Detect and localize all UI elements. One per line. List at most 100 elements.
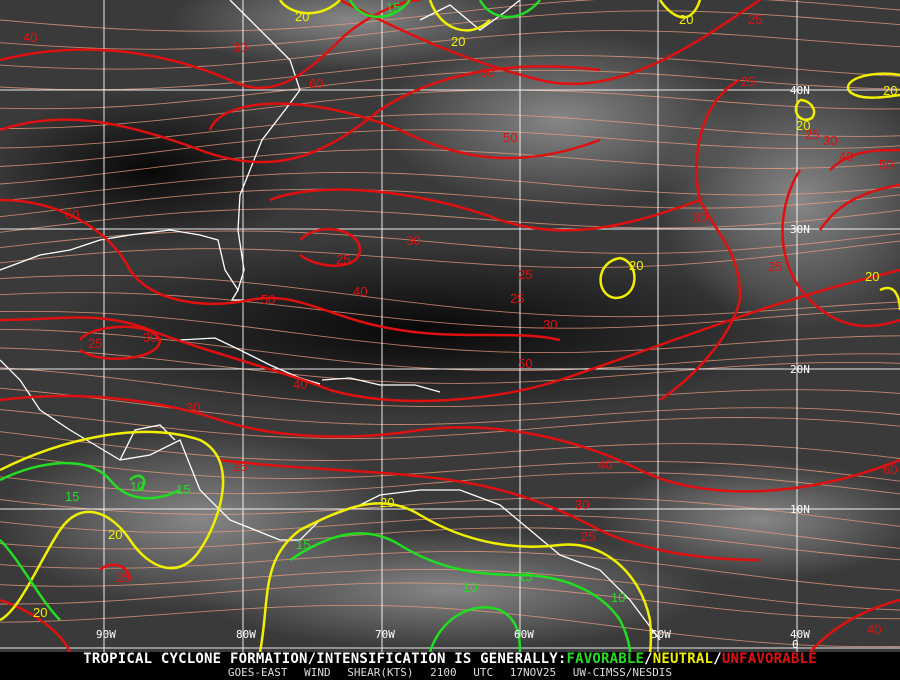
contour-label-unfavorable: 40	[293, 377, 307, 392]
contour-label-unfavorable: 25	[581, 529, 595, 544]
product-time: 2100 UTC	[430, 666, 494, 679]
favorability-legend: TROPICAL CYCLONE FORMATION/INTENSIFICATI…	[0, 652, 900, 667]
legend-banner: TROPICAL CYCLONE FORMATION/INTENSIFICATI…	[0, 652, 900, 680]
legend-separator: /	[644, 651, 653, 667]
contour-label-unfavorable: 30	[186, 400, 200, 415]
contour-unfavorable	[339, 0, 761, 86]
streamline	[0, 188, 900, 218]
contour-label-unfavorable: 30	[823, 133, 837, 148]
shear-contours	[0, 0, 900, 652]
contour-unfavorable	[0, 0, 421, 90]
streamline	[0, 472, 900, 495]
lat-label: 10N	[790, 503, 810, 516]
contour-label-unfavorable: 30	[233, 40, 247, 55]
contour-label-neutral: 20	[883, 83, 897, 98]
contour-label-neutral: 20	[451, 34, 465, 49]
contour-label-unfavorable: 30	[575, 497, 589, 512]
contour-label-unfavorable: 60	[883, 462, 897, 477]
streamline	[0, 497, 900, 527]
streamline	[0, 582, 900, 620]
product-name: GOES-EAST WIND SHEAR(KTS)	[227, 666, 414, 679]
contour-label-neutral: 20	[629, 258, 643, 273]
product-source: UW-CIMSS/NESDIS	[572, 666, 673, 679]
contour-favorable	[289, 532, 632, 652]
lon-label: 90W	[96, 628, 116, 641]
streamline	[0, 292, 900, 329]
contour-label-neutral: 20	[295, 9, 309, 24]
contour-unfavorable	[0, 598, 72, 652]
contour-label-unfavorable: 25	[116, 570, 130, 585]
contour-unfavorable	[0, 268, 900, 403]
contour-neutral	[846, 72, 900, 99]
contour-favorable	[129, 474, 146, 491]
streamline	[0, 550, 900, 591]
streamline	[0, 568, 900, 611]
lat-label: 30N	[790, 223, 810, 236]
streamline	[0, 431, 900, 461]
lon-label: 40W	[790, 628, 810, 641]
streamline	[0, 113, 900, 149]
legend-neutral: NEUTRAL	[652, 651, 714, 667]
product-date: 17NOV25	[509, 666, 557, 679]
hispaniola	[321, 377, 441, 393]
lon-label: 50W	[651, 628, 671, 641]
contour-label-unfavorable: 40	[23, 30, 37, 45]
contour-label-unfavorable: 40	[839, 149, 853, 164]
contour-label-unfavorable: 25	[336, 252, 350, 267]
contour-unfavorable	[78, 325, 162, 360]
streamline	[0, 409, 900, 440]
contour-label-unfavorable: 40	[598, 457, 612, 472]
contour-label-neutral: 20	[380, 495, 394, 510]
legend-favorable: FAVORABLE	[566, 651, 645, 667]
streamline	[0, 240, 900, 269]
contour-unfavorable	[219, 458, 761, 562]
contour-label-favorable: 15	[296, 537, 310, 552]
streamline	[0, 0, 900, 32]
streamline	[0, 129, 900, 167]
contour-label-unfavorable: 60	[309, 76, 323, 91]
contour-label-unfavorable: 50	[518, 356, 532, 371]
contour-label-unfavorable: 60	[65, 207, 79, 222]
lon-label: 70W	[375, 628, 395, 641]
contour-unfavorable	[781, 169, 900, 328]
streamline	[0, 10, 900, 50]
contour-label-neutral: 20	[865, 269, 879, 284]
contour-label-unfavorable: 25	[233, 459, 247, 474]
contour-label-unfavorable: 30	[693, 210, 707, 225]
contour-label-unfavorable: 50	[879, 157, 893, 172]
contour-unfavorable	[269, 188, 701, 232]
contour-label-unfavorable: 25	[510, 291, 524, 306]
contour-favorable	[0, 461, 181, 500]
contour-favorable	[0, 539, 61, 621]
contour-unfavorable	[818, 183, 900, 231]
product-footer: GOES-EAST WIND SHEAR(KTS) 2100 UTC 17NOV…	[0, 667, 900, 679]
contour-label-favorable: 15	[176, 482, 190, 497]
contour-unfavorable	[809, 598, 900, 652]
florida	[230, 289, 244, 301]
streamline	[0, 515, 900, 549]
contour-neutral	[658, 0, 702, 19]
streamline	[0, 30, 900, 70]
streamline	[0, 55, 900, 91]
contour-neutral	[278, 0, 341, 15]
latlon-grid	[0, 0, 900, 652]
streamline	[0, 69, 900, 110]
streamline	[0, 347, 900, 384]
contour-label-unfavorable: 30	[480, 65, 494, 80]
contour-label-unfavorable: 30	[543, 317, 557, 332]
contour-unfavorable	[829, 148, 900, 171]
contour-unfavorable	[0, 65, 601, 164]
contour-favorable	[348, 0, 411, 19]
contour-label-neutral: 20	[33, 605, 47, 620]
satellite-imagery	[0, 0, 900, 652]
contour-unfavorable	[299, 227, 362, 267]
contour-favorable	[478, 0, 541, 19]
streamline	[0, 274, 900, 318]
contour-neutral	[258, 502, 653, 652]
streamline	[0, 208, 900, 233]
lon-label: 80W	[236, 628, 256, 641]
mexico-central-america	[0, 359, 661, 641]
contour-favorable	[428, 606, 522, 652]
